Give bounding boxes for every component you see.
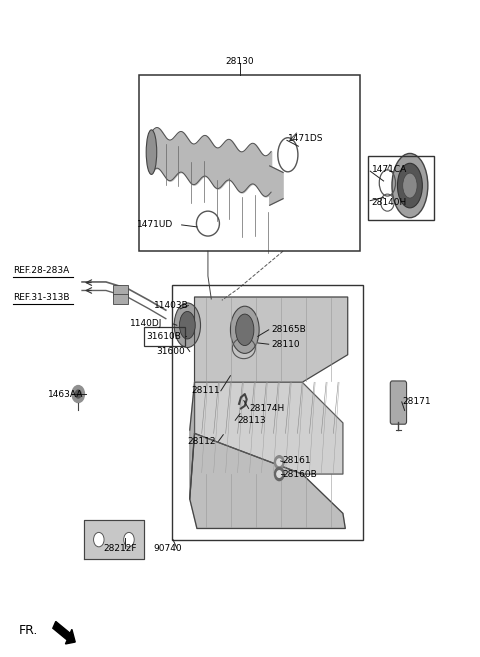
Text: 28112: 28112 [187, 437, 216, 445]
Bar [140, 76, 360, 251]
Bar [144, 327, 185, 346]
Bar [113, 285, 128, 296]
Ellipse shape [230, 306, 259, 353]
Text: 31600: 31600 [156, 347, 185, 356]
Polygon shape [270, 166, 283, 205]
Text: 28110: 28110 [271, 340, 300, 349]
Text: 1140DJ: 1140DJ [130, 319, 162, 328]
Text: 28160B: 28160B [282, 470, 317, 478]
Circle shape [275, 456, 284, 469]
Text: 1471CA: 1471CA [372, 166, 407, 174]
Text: 28165B: 28165B [271, 325, 306, 334]
Polygon shape [194, 382, 343, 474]
Polygon shape [190, 382, 194, 499]
Ellipse shape [146, 130, 157, 174]
Text: 28171: 28171 [403, 397, 432, 407]
Circle shape [124, 533, 134, 546]
Polygon shape [190, 434, 345, 528]
Bar [368, 156, 434, 220]
Text: 28140H: 28140H [372, 198, 407, 207]
Text: 11403B: 11403B [154, 301, 189, 310]
Polygon shape [84, 520, 144, 559]
Ellipse shape [180, 311, 195, 339]
Bar [172, 285, 362, 539]
Circle shape [277, 471, 282, 478]
Text: 1471UD: 1471UD [137, 220, 173, 229]
Text: REF.31-313B: REF.31-313B [12, 292, 69, 302]
Text: 28113: 28113 [238, 416, 266, 425]
FancyArrow shape [53, 622, 75, 644]
Polygon shape [194, 297, 348, 382]
Ellipse shape [403, 173, 417, 198]
Text: 1463AA: 1463AA [48, 390, 83, 399]
Circle shape [72, 386, 84, 403]
Ellipse shape [397, 164, 422, 208]
Text: 28161: 28161 [282, 457, 311, 465]
Circle shape [75, 390, 81, 398]
Circle shape [277, 459, 282, 466]
Text: 28174H: 28174H [250, 404, 285, 413]
Circle shape [275, 468, 284, 481]
Ellipse shape [174, 303, 201, 348]
Text: 28111: 28111 [191, 386, 220, 396]
Text: 1471DS: 1471DS [288, 134, 324, 143]
Text: FR.: FR. [19, 623, 38, 637]
Text: 31610B: 31610B [147, 332, 181, 341]
Text: 28212F: 28212F [104, 543, 137, 553]
Ellipse shape [392, 154, 428, 217]
Text: 28130: 28130 [226, 57, 254, 66]
FancyBboxPatch shape [390, 381, 407, 424]
Circle shape [94, 533, 104, 546]
Bar [113, 294, 128, 304]
Text: REF.28-283A: REF.28-283A [12, 266, 69, 275]
Text: 90740: 90740 [154, 543, 182, 553]
Ellipse shape [236, 314, 254, 346]
